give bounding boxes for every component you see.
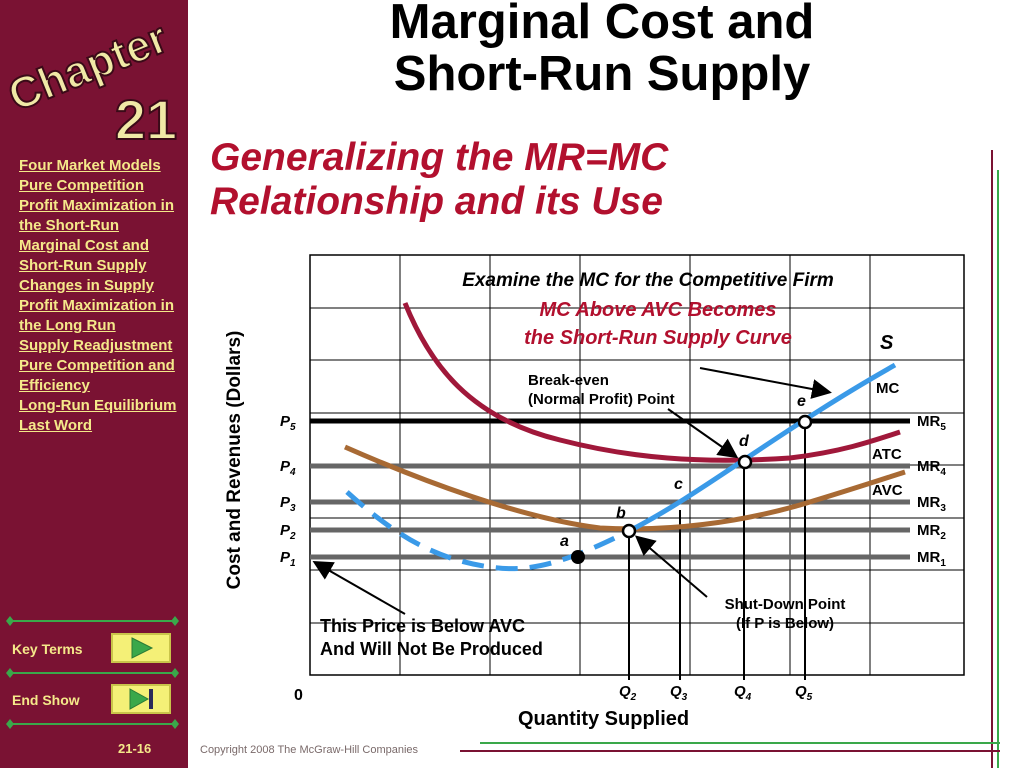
avc-curve (343, 444, 906, 532)
diagram-note-line-2: the Short-Run Supply Curve (524, 327, 792, 349)
point-label-a: a (560, 533, 569, 550)
point-b (621, 523, 637, 539)
diagram-note: MC Above AVC Becomes the Short-Run Suppl… (418, 296, 898, 352)
sidebar-dividers (6, 616, 179, 729)
nav-link-supply-readjustment[interactable]: Supply Readjustment (19, 337, 173, 354)
nav-link-pure-competition[interactable]: Pure Competition (19, 177, 145, 194)
quantity-label-q3: Q3 (670, 683, 688, 703)
quantity-label-q2: Q2 (619, 683, 637, 703)
subtitle-line-1: Generalizing the MR=MC (210, 136, 669, 179)
bottom-border-lines (460, 742, 1000, 752)
page-subtitle: Generalizing the MR=MC Relationship and … (210, 136, 910, 224)
chapter-nav: Four Market Models Pure Competition Prof… (19, 156, 179, 436)
avc-label: AVC (872, 482, 903, 499)
copyright-notice: Copyright 2008 The McGraw-Hill Companies (200, 744, 419, 756)
origin-label: 0 (294, 687, 303, 704)
nav-link-marginal-cost-supply[interactable]: Marginal Cost and Short-Run Supply (19, 237, 150, 274)
end-show-label: End Show (12, 692, 80, 708)
key-terms-label: Key Terms (12, 641, 83, 657)
atc-curve (402, 302, 901, 463)
break-even-annotation: Break-even (Normal Profit) Point (528, 371, 675, 409)
chapter-badge: Chapter 21 (4, 12, 178, 152)
break-even-line-1: Break-even (528, 372, 609, 389)
shutdown-line-2: (If P is Below) (735, 615, 835, 632)
supply-label: S (880, 332, 894, 354)
play-icon (131, 637, 154, 659)
end-show-button[interactable] (111, 684, 171, 714)
below-avc-arrow (312, 561, 406, 615)
shutdown-annotation: Shut-Down Point (If P is Below) (700, 595, 870, 633)
shutdown-line-1: Shut-Down Point (724, 596, 846, 613)
x-axis-label: Quantity Supplied (518, 708, 690, 730)
nav-link-four-market-models[interactable]: Four Market Models (19, 157, 161, 174)
mr-label-4: MR4 (917, 458, 946, 478)
mr-label-2: MR2 (917, 522, 946, 542)
break-even-arrow (667, 408, 739, 459)
shutdown-arrow (634, 535, 708, 598)
key-terms-button[interactable] (111, 633, 171, 663)
below-avc-line-1: This Price is Below AVC (320, 616, 526, 636)
mr-label-1: MR1 (917, 549, 946, 569)
page-title: Marginal Cost and Short-Run Supply (196, 0, 1008, 100)
title-line-2: Short-Run Supply (393, 47, 811, 101)
point-label-c: c (674, 476, 683, 493)
quantity-label-q5: Q5 (795, 683, 813, 703)
nav-link-last-word[interactable]: Last Word (19, 417, 93, 434)
mc-label: MC (876, 380, 900, 397)
nav-link-profit-max-long-run[interactable]: Profit Maximization in the Long Run (19, 297, 175, 334)
below-avc-line-2: And Will Not Be Produced (320, 639, 543, 659)
title-line-1: Marginal Cost and (389, 0, 815, 49)
nav-link-long-run-equilibrium[interactable]: Long-Run Equilibrium (19, 397, 177, 414)
price-label-p4: P4 (280, 458, 296, 478)
break-even-line-2: (Normal Profit) Point (528, 391, 675, 408)
point-e (797, 414, 813, 430)
below-avc-annotation: This Price is Below AVC And Will Not Be … (320, 615, 543, 661)
subtitle-line-2: Relationship and its Use (210, 180, 663, 223)
diagram-heading: Examine the MC for the Competitive Firm (462, 270, 834, 291)
y-axis-label: Cost and Revenues (Dollars) (224, 330, 245, 590)
sidebar: Chapter 21 Four Market Models Pure Compe… (0, 0, 188, 768)
supply-arrow (699, 367, 832, 399)
slide-number: 21-16 (118, 741, 152, 756)
skip-end-icon (129, 688, 153, 710)
mr-label-3: MR3 (917, 494, 946, 514)
price-label-p3: P3 (280, 494, 296, 514)
nav-link-profit-max-short-run[interactable]: Profit Maximization in the Short-Run (19, 197, 175, 234)
point-a (571, 550, 585, 564)
nav-link-pure-competition-efficiency[interactable]: Pure Competition and Efficiency (19, 357, 175, 394)
point-label-e: e (797, 393, 806, 410)
diagram-note-line-1: MC Above AVC Becomes (539, 299, 777, 321)
point-label-d: d (739, 433, 749, 450)
quantity-label-q4: Q4 (734, 683, 752, 703)
price-label-p2: P2 (280, 522, 296, 542)
price-label-p5: P5 (280, 413, 296, 433)
price-label-p1: P1 (280, 549, 296, 569)
mr-label-5: MR5 (917, 413, 946, 433)
nav-link-changes-in-supply[interactable]: Changes in Supply (19, 277, 155, 294)
chapter-number: 21 (115, 88, 177, 151)
point-label-b: b (616, 505, 626, 522)
atc-label: ATC (872, 446, 902, 463)
right-border-lines (991, 150, 999, 768)
point-d (737, 454, 753, 470)
